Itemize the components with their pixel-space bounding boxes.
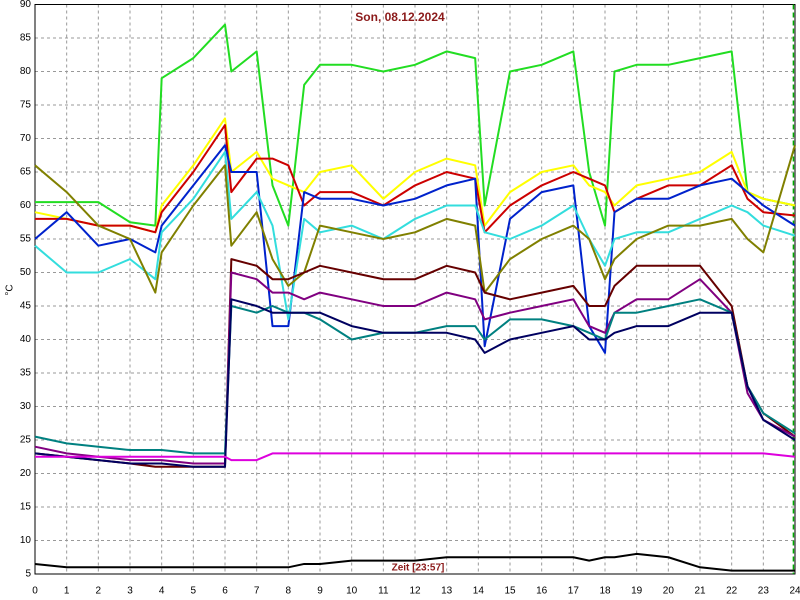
x-tick-label: 9 — [317, 586, 323, 597]
y-tick-label: 15 — [20, 502, 32, 513]
x-tick-label: 11 — [378, 586, 389, 597]
y-tick-label: 60 — [20, 200, 32, 211]
x-tick-label: 2 — [96, 586, 102, 597]
y-tick-label: 65 — [20, 167, 32, 178]
y-tick-label: 45 — [20, 301, 32, 312]
series-line — [35, 124, 796, 234]
x-tick-label: 6 — [222, 586, 228, 597]
x-tick-label: 22 — [726, 586, 738, 597]
y-tick-label: 35 — [20, 368, 32, 379]
x-tick-label: 5 — [191, 586, 197, 597]
series-line — [34, 552, 795, 572]
x-tick-label: 23 — [758, 586, 770, 597]
x-tick-label: 20 — [663, 586, 675, 597]
x-tick-label: 21 — [694, 586, 706, 597]
series-line — [34, 144, 796, 354]
x-tick-label: 24 — [789, 586, 800, 597]
y-tick-label: 10 — [20, 535, 32, 546]
y-tick-label: 55 — [20, 234, 32, 245]
x-tick-label: 19 — [631, 586, 643, 597]
x-tick-label: 13 — [441, 586, 453, 597]
y-tick-label: 25 — [20, 435, 32, 446]
y-tick-label: 50 — [20, 267, 32, 278]
plot-frame — [34, 4, 796, 575]
chart-title: Son, 08.12.2024 — [355, 10, 445, 24]
x-tick-label: 4 — [159, 586, 165, 597]
y-tick-label: 20 — [20, 468, 32, 479]
x-tick-label: 1 — [64, 586, 70, 597]
annotation: Zeit [23:57] — [392, 563, 445, 574]
series-line — [35, 23, 796, 227]
series-line — [34, 258, 796, 468]
y-tick-label: 85 — [20, 33, 32, 44]
series-line — [34, 298, 796, 468]
series-line — [34, 117, 796, 234]
x-tick-label: 17 — [568, 586, 580, 597]
x-tick-label: 3 — [127, 586, 133, 597]
x-tick-label: 8 — [286, 586, 292, 597]
x-tick-label: 18 — [599, 586, 611, 597]
y-tick-label: 90 — [20, 0, 32, 10]
y-tick-label: 30 — [20, 401, 32, 412]
x-tick-label: 7 — [254, 586, 260, 597]
series-line — [34, 271, 796, 465]
y-tick-label: 75 — [20, 100, 32, 111]
series-line — [35, 452, 796, 462]
series-line — [34, 150, 796, 321]
x-tick-label: 14 — [473, 586, 485, 597]
x-tick-label: 16 — [536, 586, 548, 597]
x-tick-label: 15 — [504, 586, 516, 597]
x-tick-label: 0 — [32, 586, 38, 597]
y-tick-label: 70 — [20, 133, 32, 144]
y-axis-label: °C — [5, 284, 16, 295]
y-tick-label: 5 — [25, 569, 31, 580]
x-tick-label: 12 — [409, 586, 421, 597]
y-tick-label: 40 — [20, 334, 32, 345]
x-tick-label: 10 — [346, 586, 358, 597]
y-tick-label: 80 — [20, 66, 32, 77]
series-line — [34, 144, 796, 294]
